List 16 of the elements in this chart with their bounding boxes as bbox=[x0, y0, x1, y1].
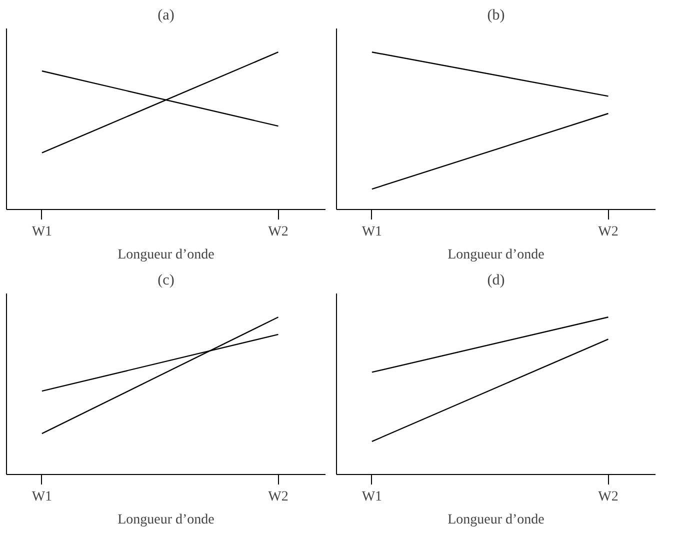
x-tick-label: W2 bbox=[268, 224, 288, 240]
x-tick-label: W2 bbox=[268, 490, 288, 504]
x-tick-label: W1 bbox=[362, 490, 382, 504]
chart-title: (c) bbox=[158, 272, 174, 288]
x-tick-label: W1 bbox=[362, 224, 382, 240]
x-tick-label: W1 bbox=[32, 490, 52, 504]
x-tick-label: W2 bbox=[598, 224, 618, 240]
chart-title: (d) bbox=[487, 272, 505, 288]
chart-title: (a) bbox=[158, 8, 174, 24]
x-axis-title: Longueur d’onde bbox=[448, 248, 544, 262]
x-tick-label: W2 bbox=[598, 490, 618, 504]
x-axis-title: Longueur d’onde bbox=[448, 512, 544, 528]
x-axis-title: Longueur d’onde bbox=[118, 512, 214, 528]
x-axis-title: Longueur d’onde bbox=[118, 248, 214, 262]
x-tick-label: W1 bbox=[32, 224, 52, 240]
chart-title: (b) bbox=[487, 8, 505, 24]
